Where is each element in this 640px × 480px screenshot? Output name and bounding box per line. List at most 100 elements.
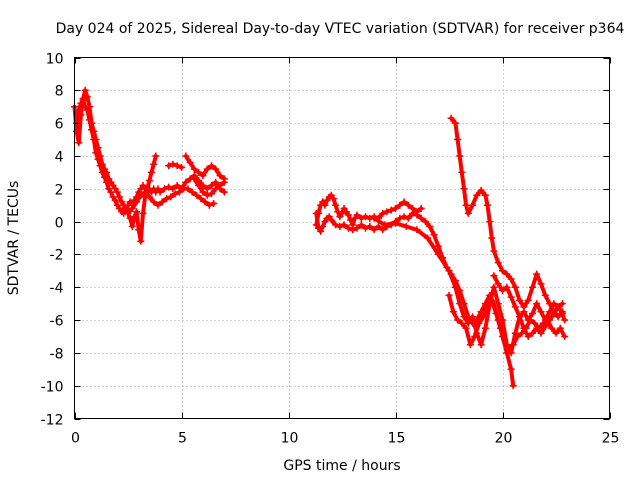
data-point — [353, 211, 361, 219]
data-point — [396, 214, 404, 222]
data-point — [524, 333, 532, 340]
data-point — [518, 329, 526, 337]
data-point — [86, 116, 93, 124]
data-point — [75, 139, 83, 147]
data-point — [321, 201, 329, 209]
data-point — [312, 209, 320, 217]
data-point — [464, 209, 472, 217]
data-point — [516, 296, 524, 304]
data-point — [154, 201, 162, 209]
data-point — [379, 209, 387, 217]
data-point — [178, 163, 185, 171]
data-point — [212, 178, 220, 186]
series-trace — [372, 216, 567, 355]
y-tick-label: -2 — [50, 248, 64, 264]
data-point — [188, 188, 196, 196]
data-point — [190, 175, 198, 183]
data-point — [366, 223, 374, 230]
data-point — [220, 188, 228, 196]
data-point — [126, 214, 134, 222]
y-tick-label: 8 — [55, 84, 64, 100]
data-point — [404, 214, 412, 222]
data-point — [426, 223, 434, 230]
series-group — [71, 86, 569, 390]
data-point — [203, 185, 211, 193]
series-trace — [121, 186, 216, 214]
data-point — [496, 324, 504, 332]
data-point — [413, 226, 421, 234]
data-point — [392, 219, 399, 227]
data-point — [145, 193, 153, 201]
data-point — [460, 185, 468, 193]
data-point — [554, 303, 562, 311]
data-point — [424, 234, 432, 242]
data-point — [148, 168, 155, 176]
data-point — [332, 221, 340, 229]
data-point — [488, 234, 496, 242]
data-point — [417, 205, 425, 212]
data-point — [400, 198, 408, 206]
data-point — [556, 324, 564, 332]
data-point — [141, 188, 149, 196]
data-point — [509, 382, 517, 390]
data-point — [460, 313, 468, 321]
data-point — [533, 270, 541, 278]
data-point — [417, 214, 425, 222]
data-point — [526, 316, 534, 324]
data-point — [317, 227, 325, 235]
data-point — [133, 198, 141, 206]
data-point — [511, 303, 519, 311]
data-point — [163, 195, 170, 203]
data-point — [546, 300, 554, 308]
data-point — [503, 270, 511, 278]
data-point — [481, 191, 489, 199]
data-point — [558, 300, 566, 308]
x-tick-label: 25 — [602, 431, 620, 447]
data-point — [152, 152, 160, 160]
data-point — [490, 272, 498, 280]
data-point — [492, 310, 500, 317]
data-point — [98, 168, 106, 176]
data-point — [503, 283, 511, 291]
data-point — [107, 188, 115, 196]
data-point — [150, 198, 158, 206]
data-point — [353, 224, 361, 232]
data-point — [541, 291, 549, 299]
data-point — [548, 324, 556, 332]
series-trace — [447, 293, 567, 352]
y-tick-label: -4 — [50, 281, 64, 297]
y-tick-label: 0 — [55, 216, 64, 232]
data-point — [488, 296, 496, 304]
data-point — [334, 208, 342, 216]
data-point — [400, 213, 408, 221]
data-point — [537, 308, 545, 316]
data-point — [445, 267, 453, 275]
data-point — [349, 226, 357, 234]
data-point — [505, 346, 513, 354]
data-point — [101, 173, 108, 181]
data-point — [88, 126, 96, 134]
data-point — [137, 191, 145, 199]
data-point — [137, 237, 145, 245]
data-point — [90, 136, 98, 143]
data-point — [156, 188, 164, 196]
data-point — [344, 211, 352, 219]
data-point — [173, 182, 181, 189]
data-point — [216, 182, 224, 189]
data-point — [458, 319, 466, 327]
y-tick-label: -10 — [41, 380, 64, 396]
data-point — [473, 191, 481, 199]
data-point — [96, 162, 104, 170]
data-point — [357, 214, 365, 222]
data-point — [451, 283, 459, 291]
data-point — [193, 191, 200, 199]
data-point — [370, 214, 378, 222]
data-point — [169, 160, 177, 168]
data-point — [554, 313, 562, 321]
data-point — [447, 114, 455, 122]
data-point — [499, 267, 506, 275]
data-point — [197, 195, 205, 203]
data-point — [190, 165, 198, 173]
data-point — [175, 188, 183, 196]
data-point — [216, 172, 224, 180]
